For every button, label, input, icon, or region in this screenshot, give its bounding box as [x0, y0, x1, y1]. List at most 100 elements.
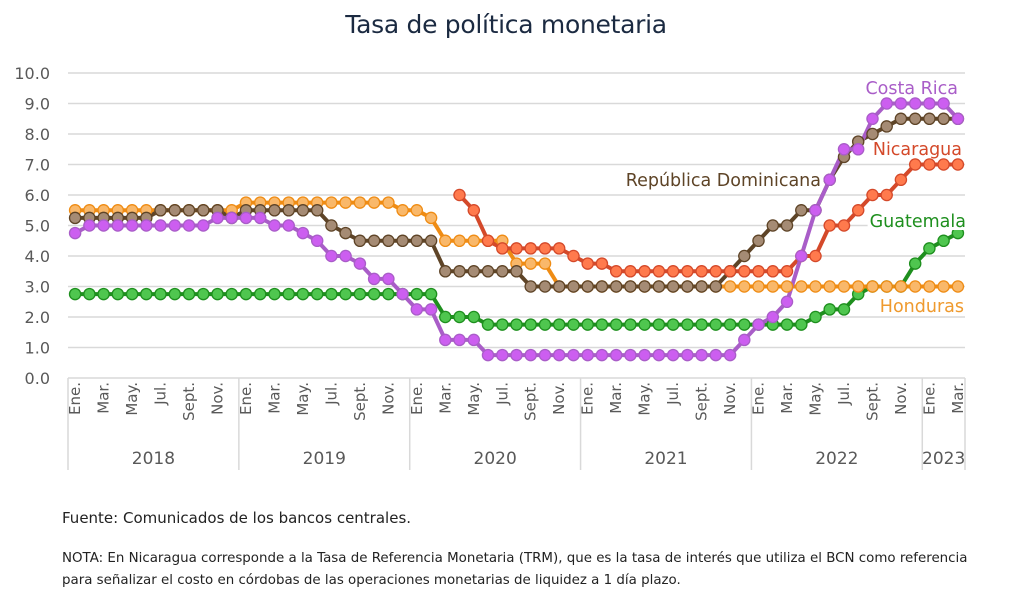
month-tick-label: Nov. [379, 382, 397, 415]
data-point-guatemala [410, 287, 424, 301]
y-axis: 0.0 1.0 2.0 3.0 4.0 5.0 6.0 7.0 8.0 9.0 10.0 [14, 64, 50, 388]
data-point-republica-dominicana [923, 112, 936, 126]
data-point-republica-dominicana [538, 280, 552, 293]
data-point-costa-rica [253, 211, 267, 225]
data-point-republica-dominicana [609, 280, 623, 293]
source-note: Fuente: Comunicados de los bancos centra… [62, 509, 412, 527]
data-point-costa-rica [866, 112, 879, 126]
month-tick-label: Mar. [436, 382, 454, 414]
month-tick-label: May. [807, 382, 825, 416]
month-tick-label: Ene. [750, 382, 768, 415]
data-point-honduras [325, 196, 338, 209]
data-point-nicaragua [538, 242, 552, 255]
data-point-costa-rica [282, 219, 295, 232]
data-point-republica-dominicana [467, 265, 481, 278]
data-point-nicaragua [866, 188, 879, 202]
data-point-costa-rica [310, 234, 324, 248]
data-point-nicaragua [738, 265, 751, 278]
data-point-costa-rica [453, 333, 466, 347]
data-point-republica-dominicana [353, 234, 367, 248]
data-point-republica-dominicana [681, 280, 694, 293]
data-point-guatemala [310, 287, 324, 301]
data-point-nicaragua [766, 265, 780, 278]
data-point-costa-rica [140, 219, 153, 232]
data-point-costa-rica [97, 219, 110, 232]
data-point-guatemala [709, 318, 723, 331]
data-point-guatemala [538, 318, 552, 331]
data-point-republica-dominicana [595, 280, 609, 293]
data-point-nicaragua [666, 265, 680, 278]
data-point-republica-dominicana [624, 280, 637, 293]
data-point-honduras [439, 234, 452, 248]
data-point-republica-dominicana [268, 204, 281, 217]
data-point-costa-rica [367, 272, 381, 286]
data-point-guatemala [424, 287, 438, 301]
data-point-costa-rica [496, 348, 509, 362]
data-point-republica-dominicana [68, 211, 82, 225]
data-point-guatemala [168, 287, 182, 301]
data-point-costa-rica [339, 249, 352, 263]
data-point-republica-dominicana [567, 280, 580, 293]
year-label: 2022 [815, 449, 858, 469]
series-markers-costa-rica [68, 97, 965, 362]
month-tick-label: Ene. [408, 382, 426, 415]
y-tick-label: 5.0 [25, 217, 50, 236]
data-point-guatemala [211, 287, 224, 301]
data-point-republica-dominicana [780, 219, 794, 232]
month-tick-label: May. [636, 382, 654, 416]
data-point-costa-rica [937, 97, 950, 110]
data-point-costa-rica [738, 333, 751, 347]
data-point-costa-rica [624, 348, 637, 362]
data-point-republica-dominicana [410, 234, 424, 248]
data-point-guatemala [581, 318, 594, 331]
data-point-honduras [809, 280, 822, 293]
month-tick-label: Mar. [265, 382, 283, 414]
data-point-nicaragua [780, 265, 794, 278]
data-point-nicaragua [894, 173, 908, 187]
data-point-nicaragua [524, 242, 537, 255]
data-point-republica-dominicana [310, 204, 324, 217]
data-point-guatemala [595, 318, 609, 331]
month-tick-label: Sept. [351, 382, 369, 421]
data-point-republica-dominicana [296, 204, 310, 217]
month-tick-label: Jul. [664, 382, 682, 406]
data-point-costa-rica [837, 143, 851, 156]
data-point-guatemala [510, 318, 523, 331]
series-labels: Guatemala Honduras República Dominicana Nic… [623, 79, 968, 317]
data-point-republica-dominicana [880, 120, 893, 133]
month-tick-label: Mar. [949, 382, 967, 414]
year-label: 2021 [644, 449, 687, 469]
data-point-honduras [894, 280, 908, 293]
data-point-guatemala [239, 287, 253, 301]
data-point-republica-dominicana [382, 234, 395, 248]
data-point-guatemala [125, 287, 139, 301]
y-tick-label: 6.0 [25, 186, 50, 205]
month-tick-label: Sept. [522, 382, 540, 421]
data-point-costa-rica [609, 348, 623, 362]
chart-title: Tasa de política monetaria [345, 10, 667, 39]
data-point-costa-rica [923, 97, 936, 110]
data-point-costa-rica [538, 348, 552, 362]
data-point-costa-rica [182, 219, 196, 232]
data-point-honduras [467, 234, 481, 248]
data-point-costa-rica [752, 318, 765, 331]
data-point-nicaragua [453, 188, 466, 202]
data-point-republica-dominicana [638, 280, 651, 293]
data-point-honduras [538, 257, 552, 270]
data-point-costa-rica [154, 219, 167, 232]
data-point-republica-dominicana [453, 265, 466, 278]
data-point-nicaragua [851, 204, 865, 217]
month-tick-label: Ene. [579, 382, 597, 415]
data-point-republica-dominicana [439, 265, 452, 278]
y-tick-label: 8.0 [25, 125, 50, 144]
data-point-nicaragua [695, 265, 708, 278]
data-point-republica-dominicana [908, 112, 922, 126]
data-point-costa-rica [595, 348, 609, 362]
data-point-costa-rica [439, 333, 452, 347]
data-point-costa-rica [709, 348, 723, 362]
data-point-costa-rica [125, 219, 139, 232]
data-point-nicaragua [624, 265, 637, 278]
data-point-honduras [424, 211, 438, 225]
data-point-costa-rica [894, 97, 908, 110]
data-point-honduras [752, 280, 765, 293]
